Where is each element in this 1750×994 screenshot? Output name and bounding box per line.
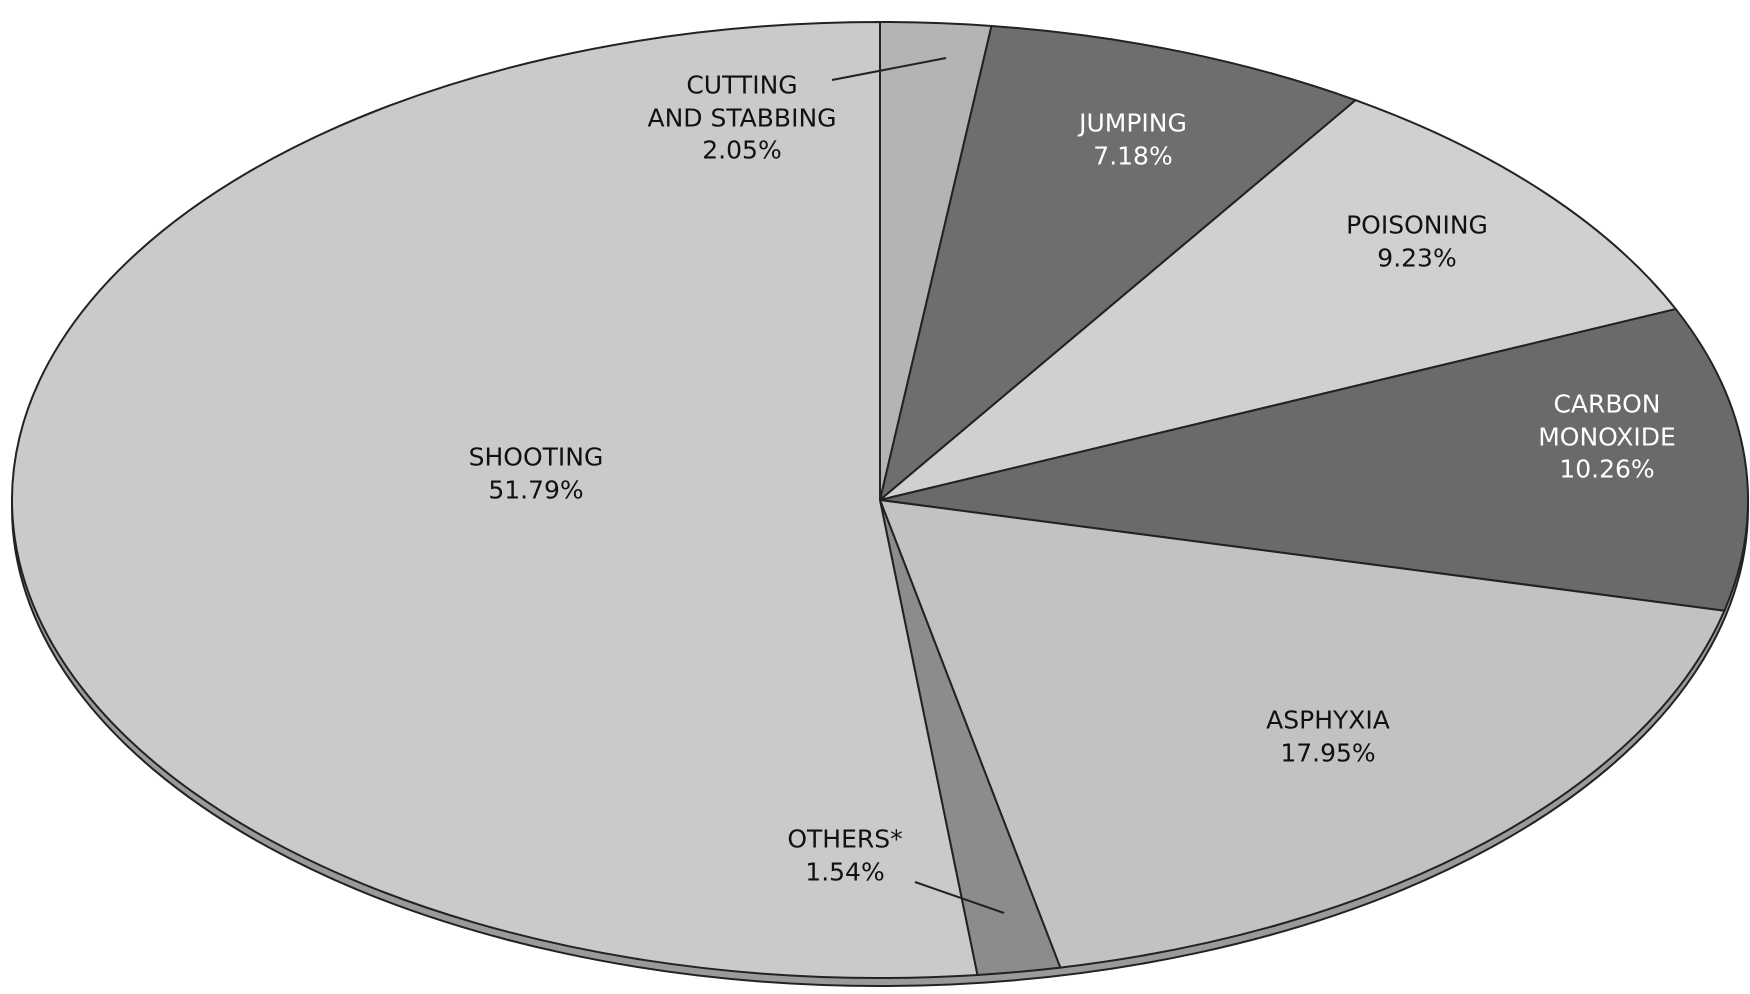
slice-label: SHOOTING 51.79% — [469, 442, 604, 507]
pie-slice — [10, 20, 979, 979]
slice-label: ASPHYXIA 17.95% — [1266, 705, 1390, 770]
category-name: POISONING — [1346, 210, 1488, 240]
pie-slice — [878, 498, 1726, 969]
pie-slice — [879, 99, 1678, 501]
slice-label: OTHERS* 1.54% — [787, 824, 902, 889]
leader-line — [914, 881, 1005, 914]
value-label: 1.54% — [805, 857, 885, 886]
value-label: 2.05% — [702, 135, 782, 165]
pie-slice — [879, 307, 1749, 612]
value-label: 10.26% — [1559, 454, 1655, 484]
value-label: 9.23% — [1377, 243, 1457, 272]
value-label: 51.79% — [488, 475, 584, 504]
category-name: CUTTING AND STABBING — [647, 70, 837, 132]
category-name: OTHERS* — [787, 824, 903, 854]
category-name: JUMPING — [1079, 108, 1187, 138]
category-name: SHOOTING — [468, 442, 604, 472]
value-label: 7.18% — [1093, 141, 1173, 170]
category-name: CARBON MONOXIDE — [1538, 389, 1676, 451]
leader-line — [831, 57, 947, 81]
slice-label: CUTTING AND STABBING 2.05% — [647, 69, 836, 167]
slice-label: CARBON MONOXIDE 10.26% — [1538, 388, 1676, 486]
pie-slice — [878, 24, 1358, 503]
slice-label: JUMPING 7.18% — [1079, 108, 1187, 173]
slice-label: POISONING 9.23% — [1346, 210, 1488, 275]
category-name: ASPHYXIA — [1266, 705, 1390, 735]
value-label: 17.95% — [1280, 738, 1376, 767]
slices — [10, 20, 1749, 979]
